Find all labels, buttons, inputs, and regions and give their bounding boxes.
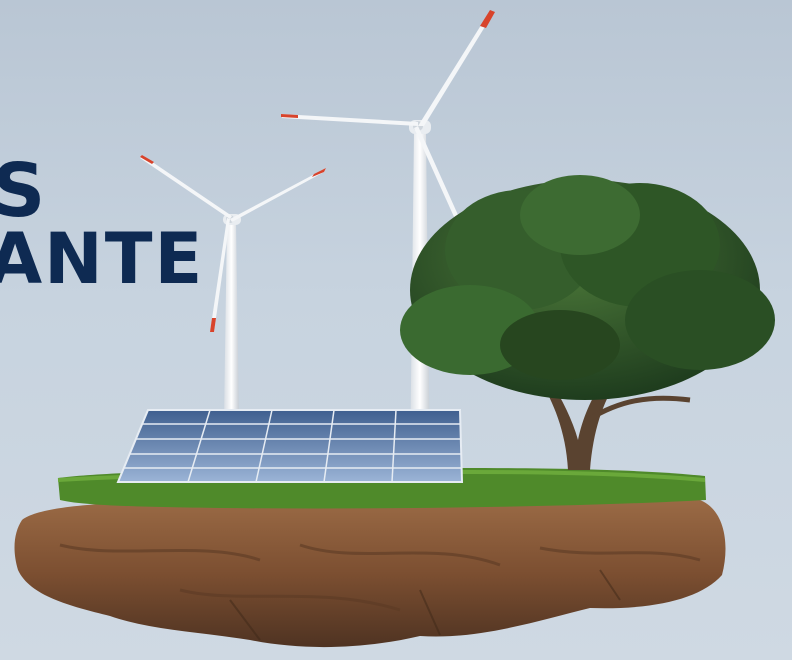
tree bbox=[400, 175, 775, 470]
solar-panel-array bbox=[116, 409, 464, 483]
headline-fragment-bottom: ANTE bbox=[0, 218, 205, 300]
floating-rock-island bbox=[14, 500, 726, 648]
headline-fragment-top: S bbox=[0, 148, 46, 234]
wind-turbine-small bbox=[140, 155, 326, 420]
